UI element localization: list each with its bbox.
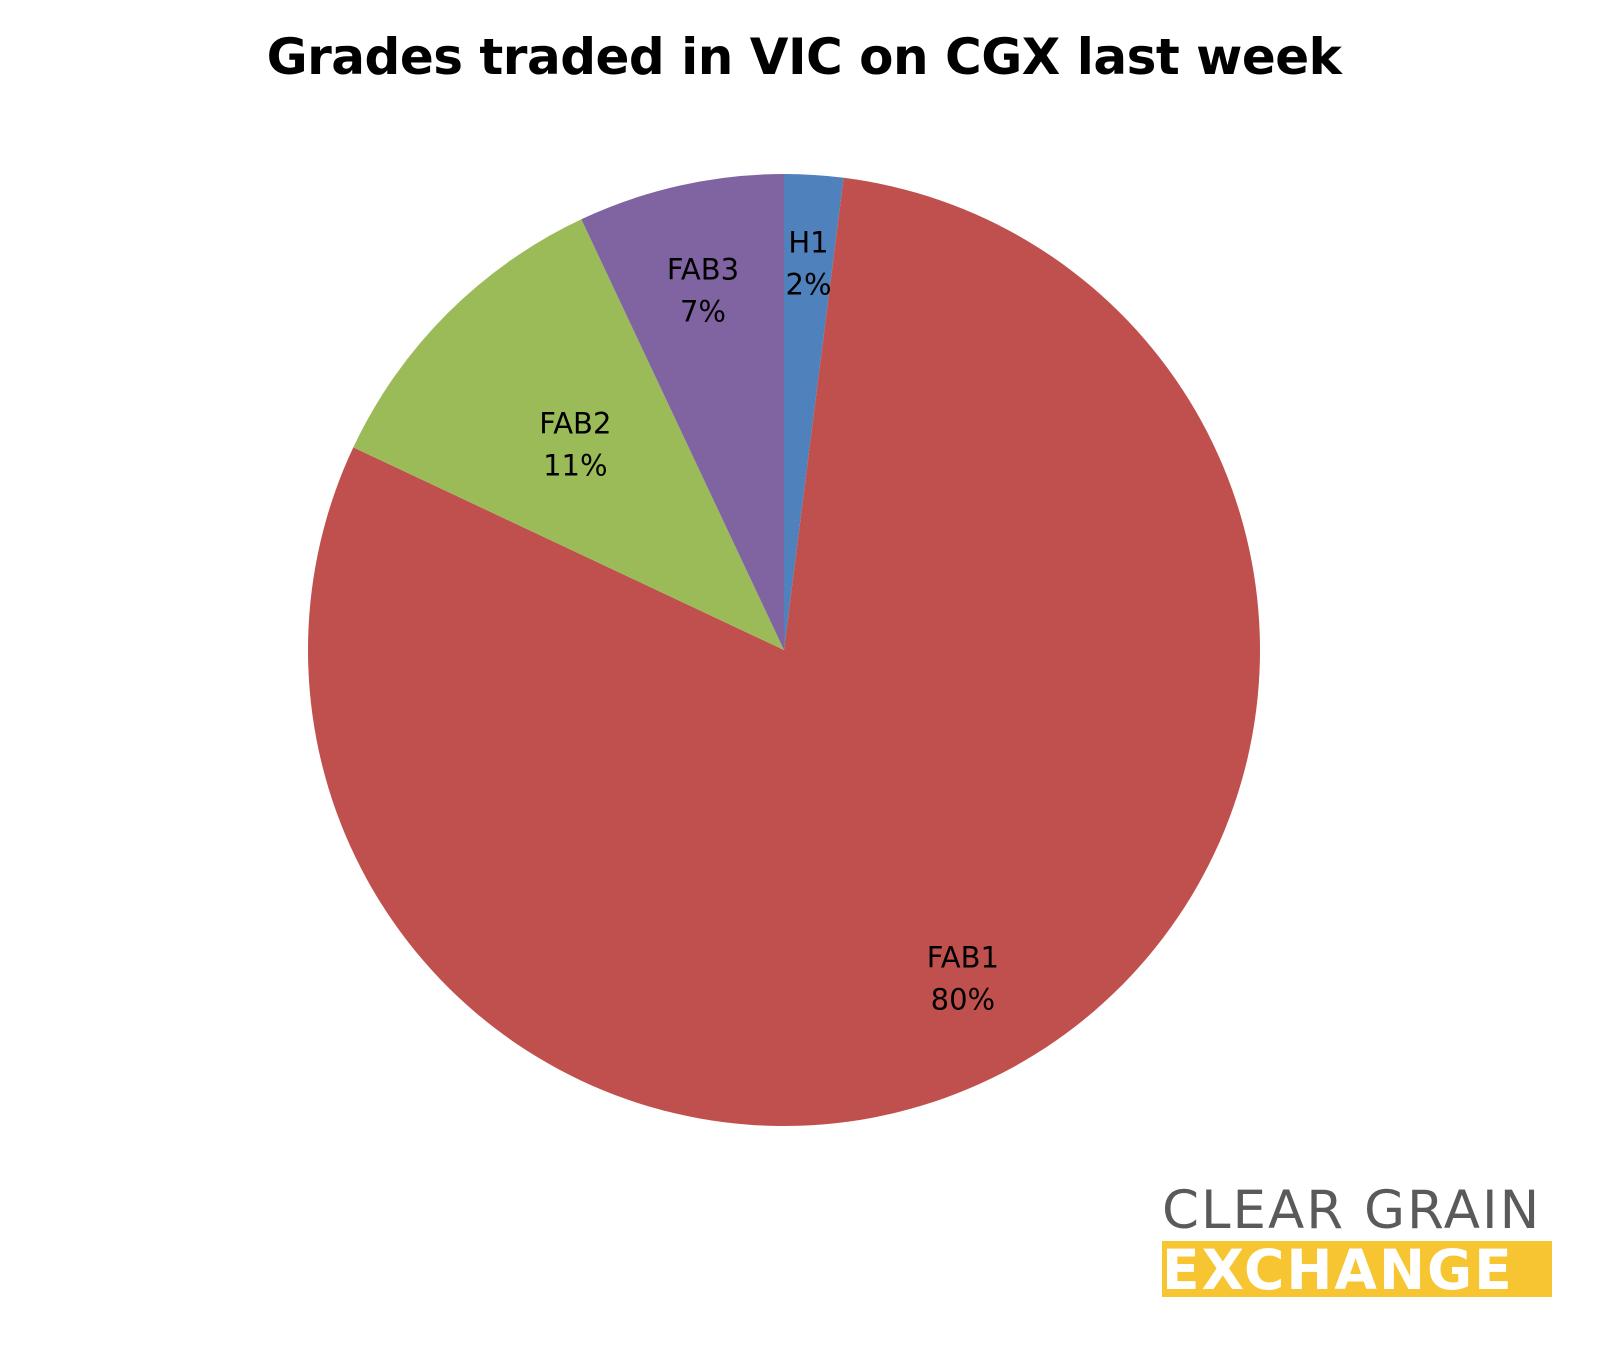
data-label-h1: H12% <box>786 225 832 301</box>
data-label-name-fab2: FAB2 <box>539 406 611 440</box>
clear-grain-exchange-logo: CLEAR GRAIN EXCHANGE <box>1162 1183 1552 1297</box>
data-label-name-h1: H1 <box>788 225 828 259</box>
data-label-fab2: FAB2 11% <box>539 406 611 482</box>
pie-slice-h1 <box>784 174 844 650</box>
data-label-value-fab3: 7% <box>680 295 726 329</box>
logo-line-clear-grain: CLEAR GRAIN <box>1162 1180 1542 1241</box>
logo-line-exchange: EXCHANGE <box>1162 1241 1552 1297</box>
chart-title: Grades traded in VIC on CGX last week <box>266 28 1342 86</box>
data-label-name-fab1: FAB1 <box>927 940 999 974</box>
data-label-fab1: FAB1 80% <box>927 940 999 1016</box>
pie-slice-fab3 <box>581 174 784 650</box>
data-label-name-fab3: FAB3 <box>667 253 739 287</box>
data-label-fab3: FAB3 7% <box>667 253 739 329</box>
pie-slices <box>308 174 1261 1126</box>
data-label-value-fab1: 80% <box>931 982 995 1016</box>
pie-slice-fab1 <box>308 177 1261 1126</box>
data-label-value-h1: 2% <box>786 267 832 301</box>
pie-slice-fab2 <box>353 219 784 651</box>
data-label-value-fab2: 11% <box>543 448 607 482</box>
